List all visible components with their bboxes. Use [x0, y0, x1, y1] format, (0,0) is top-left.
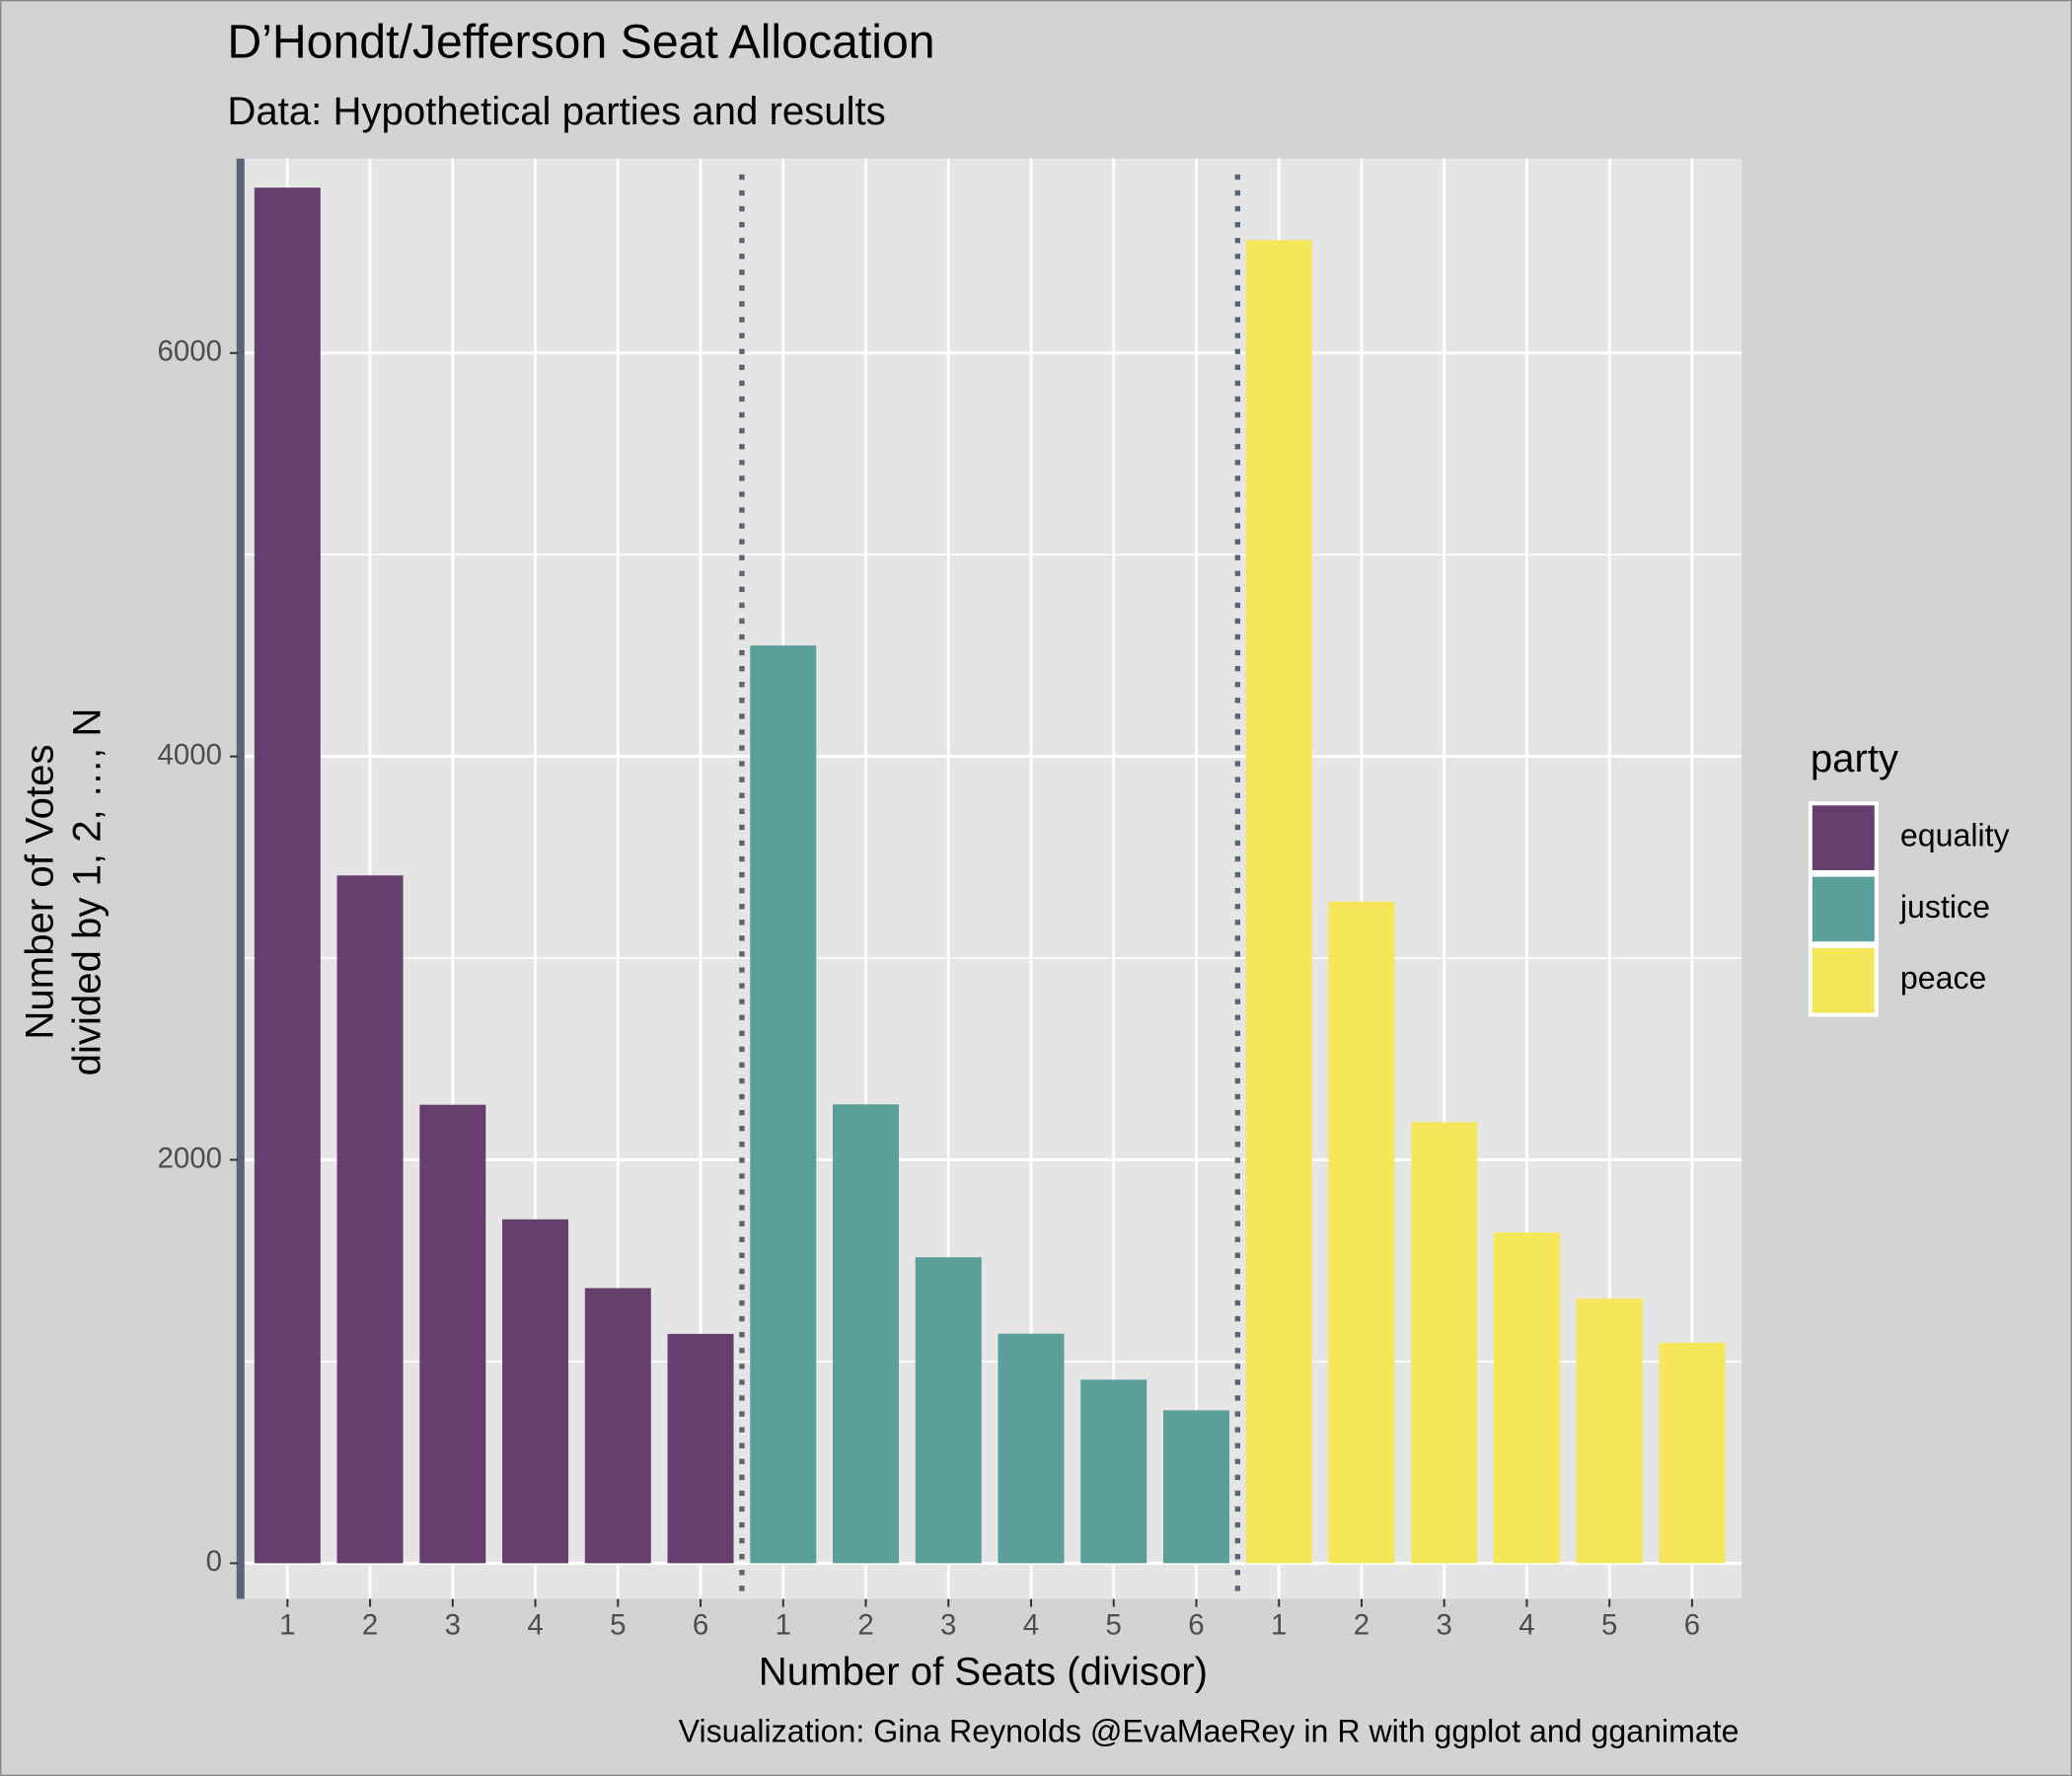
legend-label: equality — [1900, 818, 2010, 853]
y-axis-title: divided by 1, 2, …, N — [65, 708, 110, 1076]
y-tick-label: 2000 — [157, 1142, 222, 1174]
x-tick-label: 3 — [445, 1608, 461, 1641]
x-tick-label: 4 — [1023, 1608, 1039, 1641]
y-tick-label: 4000 — [157, 738, 222, 771]
x-tick-label: 6 — [693, 1608, 708, 1641]
bar — [998, 1333, 1065, 1564]
y-tick-label: 6000 — [157, 335, 222, 368]
chart-title: D’Hondt/Jefferson Seat Allocation — [227, 15, 934, 68]
bar — [502, 1219, 569, 1564]
x-tick-label: 1 — [279, 1608, 295, 1641]
legend-key — [1808, 943, 1879, 1017]
bar — [1080, 1379, 1147, 1564]
x-tick-label: 4 — [527, 1608, 543, 1641]
x-tick-label: 4 — [1518, 1608, 1534, 1641]
bar — [667, 1333, 734, 1564]
bar — [1162, 1410, 1229, 1564]
y-tick-label: 0 — [206, 1545, 222, 1578]
x-tick-label: 2 — [1354, 1608, 1369, 1641]
bar — [1411, 1122, 1478, 1564]
panel — [238, 158, 1742, 1599]
bar — [1328, 901, 1395, 1564]
x-tick-label: 5 — [1106, 1608, 1122, 1641]
x-tick-label: 2 — [857, 1608, 873, 1641]
legend-label: justice — [1899, 889, 1990, 925]
x-tick-label: 3 — [940, 1608, 956, 1641]
x-tick-label: 5 — [1601, 1608, 1617, 1641]
caption: Visualization: Gina Reynolds @EvaMaeRey … — [679, 1714, 1739, 1749]
bar — [1493, 1232, 1560, 1564]
legend-key — [1808, 872, 1879, 946]
x-tick-label: 5 — [610, 1608, 626, 1641]
bar — [419, 1104, 486, 1564]
y-axis-title: Number of Votes — [17, 744, 61, 1039]
bar — [915, 1257, 982, 1564]
x-tick-label: 3 — [1437, 1608, 1452, 1641]
x-tick-label: 1 — [1271, 1608, 1287, 1641]
bar — [336, 875, 404, 1564]
bar — [1659, 1342, 1726, 1564]
x-axis-title: Number of Seats (divisor) — [759, 1649, 1208, 1693]
bar — [1245, 240, 1312, 1564]
bar — [584, 1288, 651, 1564]
x-tick-label: 2 — [362, 1608, 378, 1641]
bars — [254, 187, 1726, 1564]
bar — [1576, 1298, 1643, 1564]
legend-title: party — [1811, 736, 1898, 780]
legend-label: peace — [1900, 960, 1987, 996]
x-tick-label: 1 — [776, 1608, 791, 1641]
legend-key — [1808, 801, 1879, 874]
chart-subtitle: Data: Hypothetical parties and results — [227, 89, 885, 133]
bar — [833, 1104, 900, 1564]
bar — [750, 645, 817, 1564]
x-tick-label: 6 — [1684, 1608, 1700, 1641]
bar — [254, 187, 321, 1564]
x-tick-label: 6 — [1188, 1608, 1204, 1641]
overlay — [236, 158, 1241, 1599]
